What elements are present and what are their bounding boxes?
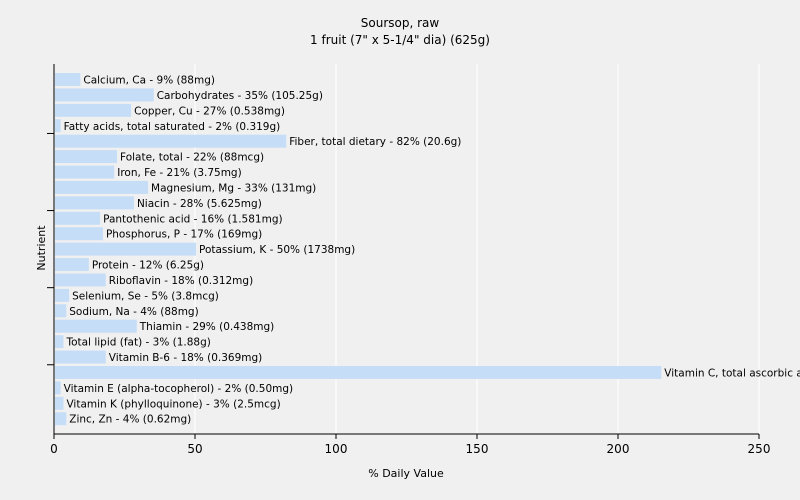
bar <box>55 150 118 164</box>
x-tick-label: 100 <box>325 442 348 456</box>
chart-title: Soursop, raw <box>361 16 440 30</box>
bar <box>55 365 662 379</box>
bar-label: Pantothenic acid - 16% (1.581mg) <box>103 213 282 225</box>
bar-label: Vitamin B-6 - 18% (0.369mg) <box>109 352 263 364</box>
bar <box>55 180 149 194</box>
bar <box>55 335 64 349</box>
x-tick-label: 0 <box>50 442 58 456</box>
axes-group: 0 50 100 150 200 250 <box>47 64 770 456</box>
bar <box>55 119 61 133</box>
x-tick-label: 150 <box>466 442 489 456</box>
bar-label: Total lipid (fat) - 3% (1.88g) <box>65 337 210 349</box>
bar-label: Fatty acids, total saturated - 2% (0.319… <box>64 121 281 133</box>
bar <box>55 350 106 364</box>
bar-label: Selenium, Se - 5% (3.8mcg) <box>72 290 219 302</box>
bar <box>55 319 137 333</box>
x-tick-label: 200 <box>607 442 630 456</box>
bar <box>55 381 61 395</box>
bar-label: Protein - 12% (6.25g) <box>92 260 204 272</box>
bar <box>55 134 287 148</box>
bar-label: Phosphorus, P - 17% (169mg) <box>106 229 262 241</box>
bar-label: Vitamin E (alpha-tocopherol) - 2% (0.50m… <box>64 383 294 395</box>
bar-label: Potassium, K - 50% (1738mg) <box>199 244 355 256</box>
bar-label: Carbohydrates - 35% (105.25g) <box>157 90 323 102</box>
bar <box>55 165 115 179</box>
x-tick-label: 50 <box>187 442 202 456</box>
bar <box>55 103 132 117</box>
bar-label: Magnesium, Mg - 33% (131mg) <box>151 182 316 194</box>
bar-label: Copper, Cu - 27% (0.538mg) <box>134 105 285 117</box>
bar <box>55 304 67 318</box>
bar-label: Riboflavin - 18% (0.312mg) <box>109 275 253 287</box>
bar <box>55 396 64 410</box>
bar-label: Iron, Fe - 21% (3.75mg) <box>117 167 241 179</box>
bar-label: Fiber, total dietary - 82% (20.6g) <box>289 136 461 148</box>
bar <box>55 258 89 272</box>
chart-subtitle: 1 fruit (7" x 5-1/4" dia) (625g) <box>310 33 490 47</box>
bar-label: Zinc, Zn - 4% (0.62mg) <box>69 414 191 426</box>
bar-label: Thiamin - 29% (0.438mg) <box>139 321 275 333</box>
bar <box>55 412 67 426</box>
bar-labels-group: Calcium, Ca - 9% (88mg) Carbohydrates - 3… <box>64 75 800 426</box>
bar-label: Folate, total - 22% (88mcg) <box>120 152 264 164</box>
bars-group <box>55 73 662 426</box>
bar <box>55 211 101 225</box>
bar <box>55 88 154 102</box>
x-tick-label: 250 <box>748 442 771 456</box>
bar-label: Niacin - 28% (5.625mg) <box>137 198 262 210</box>
y-axis-label: Nutrient <box>35 225 48 271</box>
bar <box>55 273 106 287</box>
bar <box>55 227 103 241</box>
bar-label: Vitamin C, total ascorbic acid - 215% (1… <box>664 367 800 379</box>
bar <box>55 242 196 256</box>
bar <box>55 288 70 302</box>
bar-label: Vitamin K (phylloquinone) - 3% (2.5mcg) <box>66 398 280 410</box>
bar <box>55 73 81 86</box>
x-axis-label: % Daily Value <box>368 467 444 480</box>
bar <box>55 196 134 210</box>
bar-label: Sodium, Na - 4% (88mg) <box>69 306 198 318</box>
bar-label: Calcium, Ca - 9% (88mg) <box>83 75 215 87</box>
